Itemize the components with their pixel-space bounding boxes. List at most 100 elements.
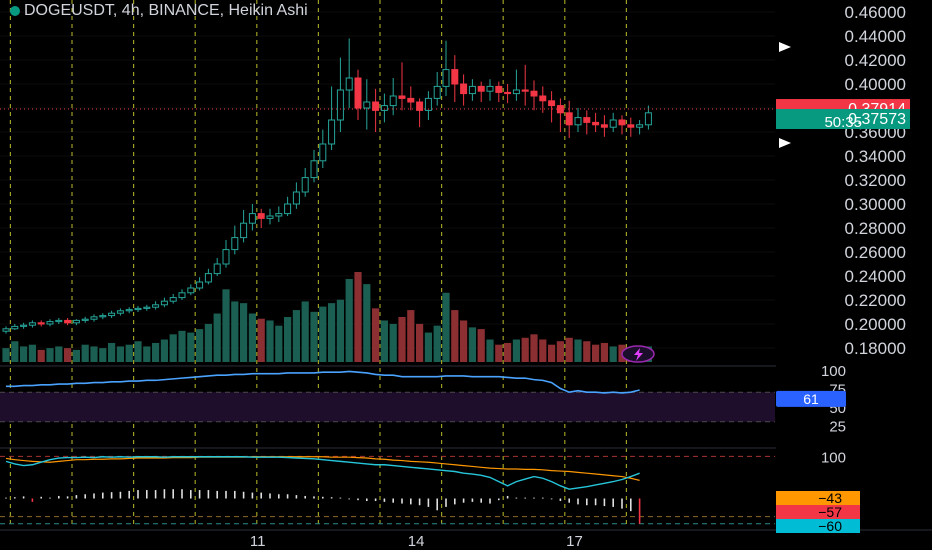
- volume-bar: [556, 341, 564, 362]
- candle-body: [134, 307, 142, 311]
- volume-bar: [407, 310, 415, 362]
- osc-line-cyan: [5, 456, 640, 490]
- session-lines: [9, 0, 628, 528]
- candle-body: [477, 85, 485, 92]
- volume-bar: [565, 337, 573, 362]
- volume-bar: [389, 323, 397, 362]
- volume-bar: [213, 313, 221, 362]
- price-tick-label: 0.24000: [845, 267, 906, 286]
- volume-bar: [240, 303, 248, 362]
- volume-bar: [416, 323, 424, 362]
- candle-body: [152, 304, 160, 308]
- candle-body: [504, 91, 512, 95]
- candle-body: [178, 292, 186, 299]
- volume-bar: [292, 310, 300, 362]
- chart-style-label: Heikin Ashi: [228, 2, 308, 19]
- volume-bar: [55, 346, 63, 362]
- volume-bar: [319, 306, 327, 362]
- candle-body: [292, 191, 300, 205]
- candle-body: [539, 95, 547, 102]
- osc-value-text: −57: [818, 504, 842, 520]
- candle-body: [433, 85, 441, 99]
- volume-bar: [433, 325, 441, 362]
- candle-body: [328, 119, 336, 145]
- candle-body: [2, 328, 10, 332]
- candle-body: [143, 306, 151, 309]
- volume-bar: [266, 320, 274, 362]
- candle-body: [37, 322, 45, 325]
- volume-bar: [222, 289, 230, 362]
- chart-title[interactable]: DOGEUSDT, 4h, BINANCE, Heikin Ashi: [10, 2, 308, 20]
- osc-value-tag: [776, 505, 860, 519]
- candle-body: [301, 177, 309, 193]
- volume-bar: [90, 346, 98, 362]
- candle-body: [600, 124, 608, 128]
- candle-body: [609, 119, 617, 128]
- price-tick-label: 0.26000: [845, 243, 906, 262]
- candle-body: [28, 322, 36, 326]
- candle-body: [319, 143, 327, 162]
- candle-body: [336, 89, 344, 121]
- candle-body: [266, 215, 274, 219]
- candle-body: [530, 90, 538, 97]
- volume-bar: [275, 325, 283, 362]
- price-tick-label: 0.18000: [845, 339, 906, 358]
- candle-body: [407, 97, 415, 103]
- rsi-band: [0, 392, 775, 422]
- volume-bar: [257, 318, 265, 362]
- volume-bar: [380, 320, 388, 362]
- volume-bar: [592, 344, 600, 362]
- volume-bar: [521, 337, 529, 362]
- exchange-label: BINANCE: [148, 2, 220, 19]
- candle-body: [416, 101, 424, 111]
- candle-body: [204, 273, 212, 283]
- volume-bar: [609, 346, 617, 362]
- candle-body: [424, 97, 432, 111]
- candle-body: [460, 83, 468, 95]
- price-tick-label: 0.42000: [845, 51, 906, 70]
- price-axis[interactable]: 0.460000.440000.420000.400000.380000.360…: [776, 0, 932, 550]
- volume-bar: [398, 317, 406, 362]
- candle-body: [213, 263, 221, 275]
- volume-bar: [354, 272, 362, 362]
- price-tick-label: 0.20000: [845, 315, 906, 334]
- volume-bar: [345, 278, 353, 362]
- volume-bar: [204, 323, 212, 362]
- candle-body: [81, 318, 89, 321]
- candle-body: [222, 249, 230, 265]
- candle-body: [345, 77, 353, 91]
- rsi-value-tag: [776, 390, 846, 407]
- candle-body: [372, 101, 380, 111]
- price-tick-label: 0.46000: [845, 3, 906, 22]
- osc-value-tag: [776, 519, 860, 533]
- volume-bar: [530, 334, 538, 362]
- volume-bar: [134, 341, 142, 362]
- osc-line-orange: [5, 456, 640, 481]
- volume-bar: [583, 341, 591, 362]
- candle-body: [116, 310, 124, 314]
- price-tick-label: 0.40000: [845, 75, 906, 94]
- candle-body: [64, 319, 72, 324]
- price-tick-label: 0.32000: [845, 171, 906, 190]
- price-tick-label: 0.34000: [845, 147, 906, 166]
- candle-body: [99, 315, 107, 318]
- price-axis-bg: [776, 0, 932, 550]
- candle-body: [160, 300, 168, 306]
- volume-bar: [451, 310, 459, 362]
- axis-marker-icon: [779, 138, 791, 148]
- candle-body: [521, 89, 529, 92]
- volume-bar: [248, 313, 256, 362]
- candle-body: [275, 213, 283, 217]
- candle-body: [363, 101, 371, 109]
- candle-body: [125, 309, 133, 312]
- candle-body: [495, 85, 503, 93]
- candle-body: [284, 203, 292, 215]
- current-price-tag: [776, 109, 910, 129]
- volume-bar: [574, 339, 582, 362]
- volume-bar: [328, 303, 336, 362]
- candle-body: [398, 95, 406, 99]
- candle-body: [442, 69, 450, 87]
- volume-bar: [116, 346, 124, 362]
